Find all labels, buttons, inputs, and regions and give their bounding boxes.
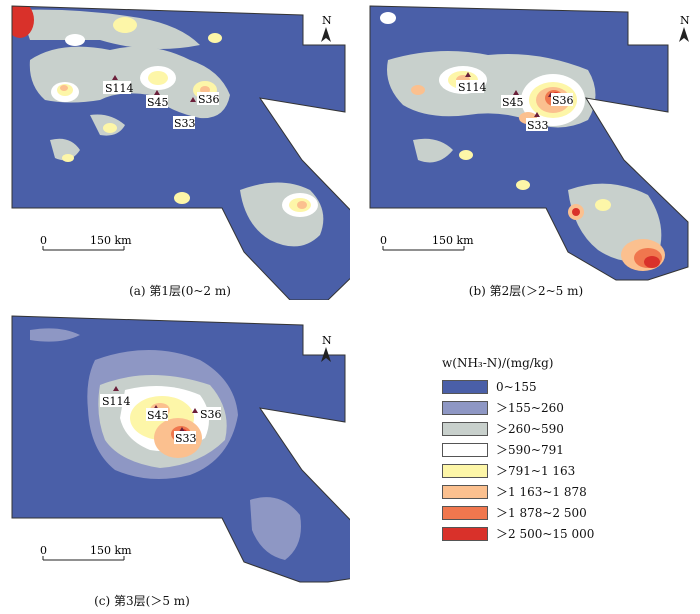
legend-swatch <box>442 379 488 394</box>
scale-zero: 0 <box>40 544 47 557</box>
scale-bar <box>42 246 125 251</box>
scale-label: 150 km <box>432 234 474 247</box>
site-label: S45 <box>147 96 169 109</box>
caption-a: (a) 第1层(0~2 m) <box>129 284 231 298</box>
site-marker <box>179 427 185 432</box>
scale-label: 150 km <box>90 234 132 247</box>
map-panel-a: N 0 150 km S114 S45 S36 S33 <box>0 0 363 301</box>
site-label: S33 <box>175 432 197 445</box>
map-c-svg: N 0 150 km S114 S45 S36 S33 <box>11 315 363 583</box>
site-marker <box>465 72 471 77</box>
legend-item: ＞590~791 <box>442 439 672 460</box>
legend-label: ＞260~590 <box>496 422 564 436</box>
site-label: S45 <box>502 96 524 109</box>
legend-item: ＞260~590 <box>442 418 672 439</box>
legend-title: w(NH₃-N)/(mg/kg) <box>442 356 554 370</box>
legend-swatch <box>442 484 488 499</box>
site-marker <box>154 90 160 95</box>
north-label: N <box>322 14 332 27</box>
north-label: N <box>680 14 690 27</box>
scale-label: 150 km <box>90 544 132 557</box>
legend-swatch <box>442 442 488 457</box>
legend-item: ＞1 163~1 878 <box>442 481 672 502</box>
legend-item: ＞2 500~15 000 <box>442 523 672 544</box>
site-marker <box>534 112 540 117</box>
site-marker <box>513 90 519 95</box>
legend-label: ＞791~1 163 <box>496 464 576 478</box>
north-arrow-icon <box>679 27 689 42</box>
caption-c: (c) 第3层(＞5 m) <box>94 594 190 608</box>
legend-swatch <box>442 505 488 520</box>
legend-label: ＞155~260 <box>496 401 564 415</box>
caption-b: (b) 第2层(＞2~5 m) <box>468 284 584 298</box>
site-label: S36 <box>200 408 222 421</box>
legend-item: 0~155 <box>442 376 672 397</box>
site-marker <box>113 386 119 391</box>
legend-label: ＞2 500~15 000 <box>496 527 595 541</box>
site-marker <box>190 97 196 102</box>
legend-item: ＞791~1 163 <box>442 460 672 481</box>
legend-swatch <box>442 400 488 415</box>
legend-swatch <box>442 463 488 478</box>
site-marker <box>192 408 198 413</box>
scale-bar <box>42 556 125 561</box>
map-b-svg: N 0 150 km S114 S45 S36 S33 <box>369 5 690 281</box>
legend-label: ＞1 163~1 878 <box>496 485 587 499</box>
site-label: S114 <box>105 82 134 95</box>
map-panel-c: N 0 150 km S114 S45 S36 S33 <box>0 310 363 610</box>
legend-label: ＞590~791 <box>496 443 564 457</box>
legend-swatch <box>442 421 488 436</box>
site-marker <box>112 75 118 80</box>
legend: w(NH₃-N)/(mg/kg) 0~155 ＞155~260 ＞260~590 ＞5… <box>442 356 672 544</box>
legend-swatch <box>442 526 488 541</box>
legend-item: ＞155~260 <box>442 397 672 418</box>
scale-zero: 0 <box>40 234 47 247</box>
scale-zero: 0 <box>380 234 387 247</box>
north-label: N <box>322 334 332 347</box>
site-label: S33 <box>174 117 196 130</box>
site-label: S114 <box>458 81 487 94</box>
site-label: S45 <box>147 409 169 422</box>
map-panel-b: N 0 150 km S114 S45 S36 S33 <box>358 0 700 300</box>
north-arrow-icon <box>321 27 331 42</box>
map-a-svg: N 0 150 km S114 S45 S36 S33 <box>11 5 363 301</box>
legend-item: ＞1 878~2 500 <box>442 502 672 523</box>
site-label: S36 <box>198 93 220 106</box>
legend-label: ＞1 878~2 500 <box>496 506 587 520</box>
site-label: S33 <box>527 119 549 132</box>
site-label: S114 <box>102 395 131 408</box>
north-arrow-icon <box>321 347 331 362</box>
legend-label: 0~155 <box>496 379 537 394</box>
site-label: S36 <box>552 94 574 107</box>
scale-bar <box>382 246 465 251</box>
